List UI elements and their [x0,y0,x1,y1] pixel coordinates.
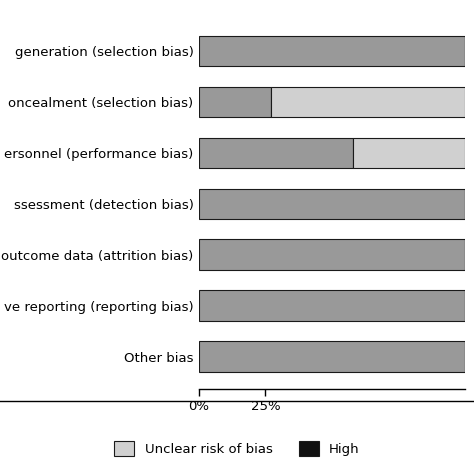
Bar [199,189,465,219]
Bar [199,291,465,321]
Bar [271,87,465,117]
Bar [199,137,353,168]
Bar [199,36,465,66]
Bar [353,137,465,168]
Legend: Unclear risk of bias, High: Unclear risk of bias, High [108,434,366,463]
Bar [199,239,465,270]
Bar [199,87,271,117]
Bar [199,341,465,372]
